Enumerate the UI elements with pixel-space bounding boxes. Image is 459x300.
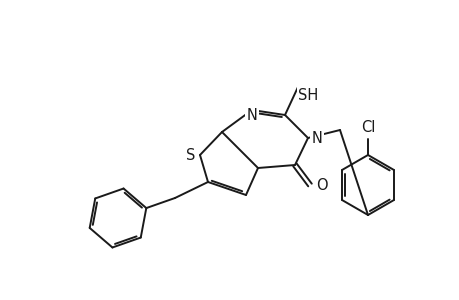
Text: N: N: [311, 130, 322, 146]
Text: SH: SH: [297, 88, 318, 103]
Text: S: S: [186, 148, 195, 163]
Text: Cl: Cl: [360, 119, 375, 134]
Text: N: N: [246, 107, 257, 122]
Text: O: O: [315, 178, 327, 193]
